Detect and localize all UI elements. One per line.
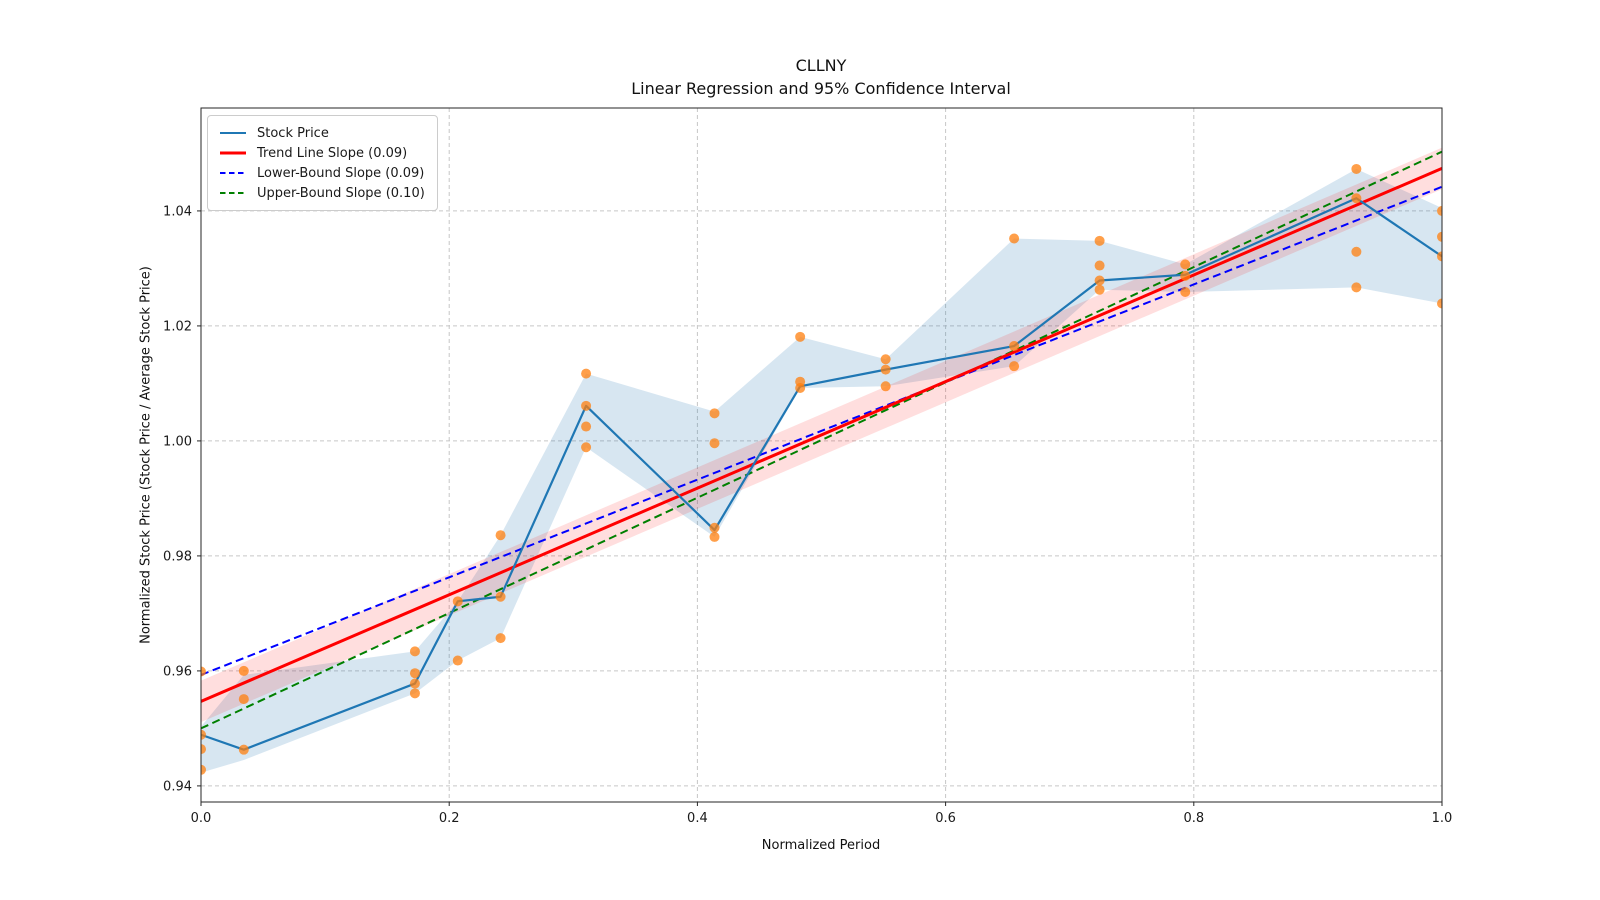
data-point: [495, 633, 506, 644]
data-point: [201, 729, 206, 740]
data-point: [709, 438, 720, 449]
x-tick-label: 0.2: [439, 811, 460, 826]
y-tick-label: 0.98: [163, 549, 192, 564]
data-layer: [201, 147, 1442, 775]
x-tick-label: 0.0: [191, 811, 212, 826]
x-tick-label: 1.0: [1432, 811, 1453, 826]
data-point: [1094, 260, 1105, 271]
data-point: [1437, 251, 1442, 262]
data-point: [709, 522, 720, 533]
chart-title-line1: CLLNY: [795, 56, 847, 75]
data-point: [409, 646, 420, 657]
legend-label: Lower-Bound Slope (0.09): [257, 165, 425, 181]
data-point: [581, 421, 592, 432]
y-tick-label: 0.94: [163, 779, 192, 794]
data-point: [1180, 286, 1191, 297]
legend-line-sample-icon: [220, 132, 246, 134]
legend-item-upper-bound: Upper-Bound Slope (0.10): [218, 183, 425, 203]
upper-bound-line: [201, 150, 1442, 730]
data-point: [880, 354, 891, 365]
x-tick-label: 0.4: [687, 811, 708, 826]
data-point: [581, 368, 592, 379]
data-point: [709, 531, 720, 542]
y-tick-label: 1.02: [163, 319, 192, 334]
data-point: [1351, 163, 1362, 174]
y-tick-label: 0.96: [163, 664, 192, 679]
data-point: [1437, 205, 1442, 216]
data-point: [1009, 341, 1020, 352]
data-point: [409, 668, 420, 679]
legend-item-trend-line: Trend Line Slope (0.09): [218, 143, 425, 163]
legend-line-sample-icon: [220, 172, 246, 174]
data-point: [201, 764, 206, 775]
data-point: [581, 400, 592, 411]
lower-bound-line: [201, 185, 1442, 676]
data-point: [495, 530, 506, 541]
data-point: [880, 364, 891, 375]
legend-line-sample-icon: [220, 192, 246, 194]
data-point: [581, 442, 592, 453]
data-point: [1094, 235, 1105, 246]
y-tick-label: 1.00: [163, 434, 192, 449]
data-point: [1180, 259, 1191, 270]
legend-item-lower-bound: Lower-Bound Slope (0.09): [218, 163, 425, 183]
data-point: [1351, 246, 1362, 257]
data-point: [1351, 193, 1362, 204]
data-point: [1437, 298, 1442, 309]
data-point: [795, 383, 806, 394]
legend-label: Trend Line Slope (0.09): [257, 145, 408, 161]
legend-line-sample-icon: [220, 151, 246, 155]
legend: Stock Price Trend Line Slope (0.09) Lowe…: [207, 115, 438, 211]
data-point: [409, 688, 420, 699]
legend-label: Upper-Bound Slope (0.10): [257, 185, 425, 201]
y-tick-label: 1.04: [163, 204, 192, 219]
data-point: [1180, 270, 1191, 281]
data-point: [201, 666, 206, 677]
y-axis-label: Normalized Stock Price (Stock Price / Av…: [138, 266, 154, 644]
chart-title: CLLNY Linear Regression and 95% Confiden…: [631, 54, 1011, 100]
data-point: [495, 591, 506, 602]
chart-title-line2: Linear Regression and 95% Confidence Int…: [631, 79, 1011, 98]
data-point: [238, 744, 249, 755]
axes-spines: [200, 107, 1443, 803]
x-tick-label: 0.8: [1183, 811, 1204, 826]
data-point: [1437, 231, 1442, 242]
x-axis-label: Normalized Period: [761, 838, 881, 853]
data-point: [1094, 275, 1105, 286]
data-point: [1094, 284, 1105, 295]
x-tick-label: 0.6: [935, 811, 956, 826]
data-point: [238, 665, 249, 676]
data-point: [1009, 361, 1020, 372]
data-point: [880, 381, 891, 392]
trend-line: [201, 166, 1442, 703]
stock-price-band: [201, 168, 1442, 773]
data-point: [795, 331, 806, 342]
stock-price-line: [201, 197, 1442, 751]
data-point: [201, 744, 206, 755]
data-point: [1351, 282, 1362, 293]
legend-item-stock-price: Stock Price: [218, 123, 425, 143]
data-point: [238, 694, 249, 705]
data-point: [1009, 233, 1020, 244]
data-point: [409, 678, 420, 689]
data-point: [709, 408, 720, 419]
legend-label: Stock Price: [257, 125, 329, 141]
data-point: [452, 596, 463, 607]
data-point: [452, 655, 463, 666]
